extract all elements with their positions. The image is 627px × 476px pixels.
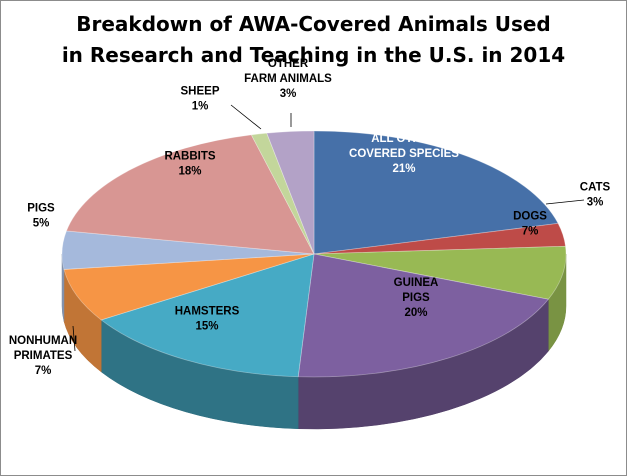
pie-slice-5 — [63, 253, 315, 321]
pie-slice-2 — [313, 245, 567, 300]
slice-labels: ALL OTHER COVERED SPECIES 21% CATS 3% DOGS 7% G… — [9, 58, 611, 377]
slice-percent-9: 3% — [280, 88, 297, 100]
slice-name-5-1: PRIMATES — [14, 350, 73, 362]
pie-slice-6 — [61, 230, 315, 270]
slice-percent-2: 7% — [522, 226, 539, 238]
leader-line-1 — [545, 199, 585, 205]
pie-slice-9 — [266, 130, 315, 255]
slice-name-0-0: ALL OTHER — [371, 133, 437, 145]
pie-slice-3 — [297, 253, 550, 378]
pie-side-walls — [61, 253, 567, 430]
slice-label-1: CATS 3% — [580, 182, 611, 209]
slice-name-3-0: GUINEA — [394, 277, 439, 289]
pie-top — [61, 130, 567, 378]
slice-percent-3: 20% — [404, 307, 427, 319]
slice-percent-1: 3% — [587, 197, 604, 209]
slice-label-9: OTHER FARM ANIMALS 3% — [244, 58, 332, 100]
slice-label-8: SHEEP 1% — [181, 86, 220, 113]
slice-name-1-0: CATS — [580, 182, 611, 194]
slice-name-4-0: HAMSTERS — [175, 306, 240, 318]
leader-lines — [72, 104, 585, 352]
slice-percent-5: 7% — [35, 365, 52, 377]
slice-name-2-0: DOGS — [513, 211, 547, 223]
slice-percent-6: 5% — [33, 218, 50, 230]
slice-name-9-0: OTHER — [268, 58, 309, 70]
slice-name-3-1: PIGS — [402, 292, 430, 304]
chart-title-line-1: Breakdown of AWA-Covered Animals Used — [76, 12, 551, 36]
slice-name-7-0: RABBITS — [164, 151, 215, 163]
chart-title: Breakdown of AWA-Covered Animals Used in… — [1, 9, 626, 71]
pie-slice-8 — [250, 132, 315, 255]
slice-label-4: HAMSTERS 15% — [175, 306, 240, 333]
leader-line-8 — [230, 104, 262, 130]
slice-percent-8: 1% — [192, 101, 209, 113]
slice-label-6: PIGS 5% — [27, 203, 55, 230]
leader-line-5 — [72, 325, 76, 352]
slice-name-0-1: COVERED SPECIES — [349, 148, 459, 160]
slice-percent-4: 15% — [195, 321, 218, 333]
pie-slice-0 — [313, 130, 559, 255]
slice-label-5: NONHUMAN PRIMATES 7% — [9, 335, 77, 377]
slice-label-3: GUINEA PIGS 20% — [394, 277, 439, 319]
slice-percent-7: 18% — [178, 166, 201, 178]
pie-slice-4 — [100, 253, 315, 378]
slice-label-0: ALL OTHER COVERED SPECIES 21% — [349, 133, 459, 175]
slice-label-2: DOGS 7% — [513, 211, 547, 238]
chart-title-line-2: in Research and Teaching in the U.S. in … — [61, 43, 566, 67]
slice-name-9-1: FARM ANIMALS — [244, 73, 332, 85]
pie-slice-7 — [65, 134, 315, 255]
slice-name-6-0: PIGS — [27, 203, 55, 215]
slice-percent-0: 21% — [392, 163, 415, 175]
slice-label-7: RABBITS 18% — [164, 151, 215, 178]
slice-name-5-0: NONHUMAN — [9, 335, 77, 347]
slice-name-8-0: SHEEP — [181, 86, 220, 98]
pie-slice-1 — [313, 222, 566, 255]
